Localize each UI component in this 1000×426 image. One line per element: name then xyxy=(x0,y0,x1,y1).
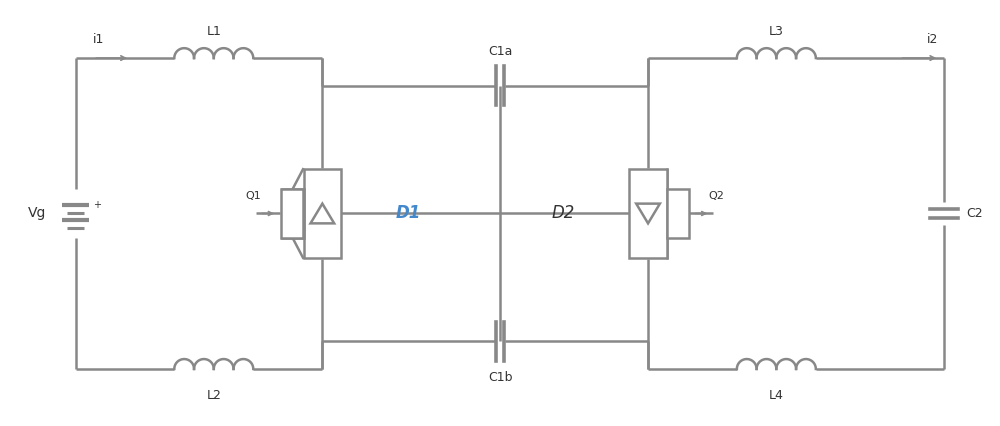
Text: Q2: Q2 xyxy=(708,191,724,201)
Bar xyxy=(281,189,303,238)
Text: L1: L1 xyxy=(206,25,221,38)
Text: D2: D2 xyxy=(552,204,575,222)
Bar xyxy=(629,169,667,258)
Bar xyxy=(667,189,689,238)
Text: C2: C2 xyxy=(966,207,982,220)
Text: D1: D1 xyxy=(395,204,421,222)
Bar xyxy=(304,169,341,258)
Text: C1a: C1a xyxy=(488,45,512,58)
Text: Q1: Q1 xyxy=(245,191,261,201)
Bar xyxy=(282,189,304,238)
Text: L4: L4 xyxy=(769,389,784,402)
Text: L2: L2 xyxy=(206,389,221,402)
Text: +: + xyxy=(93,200,101,210)
Text: Vg: Vg xyxy=(28,207,46,221)
Text: L3: L3 xyxy=(769,25,784,38)
Text: i2: i2 xyxy=(927,33,938,46)
Text: C1b: C1b xyxy=(488,371,512,384)
Text: i1: i1 xyxy=(93,33,105,46)
